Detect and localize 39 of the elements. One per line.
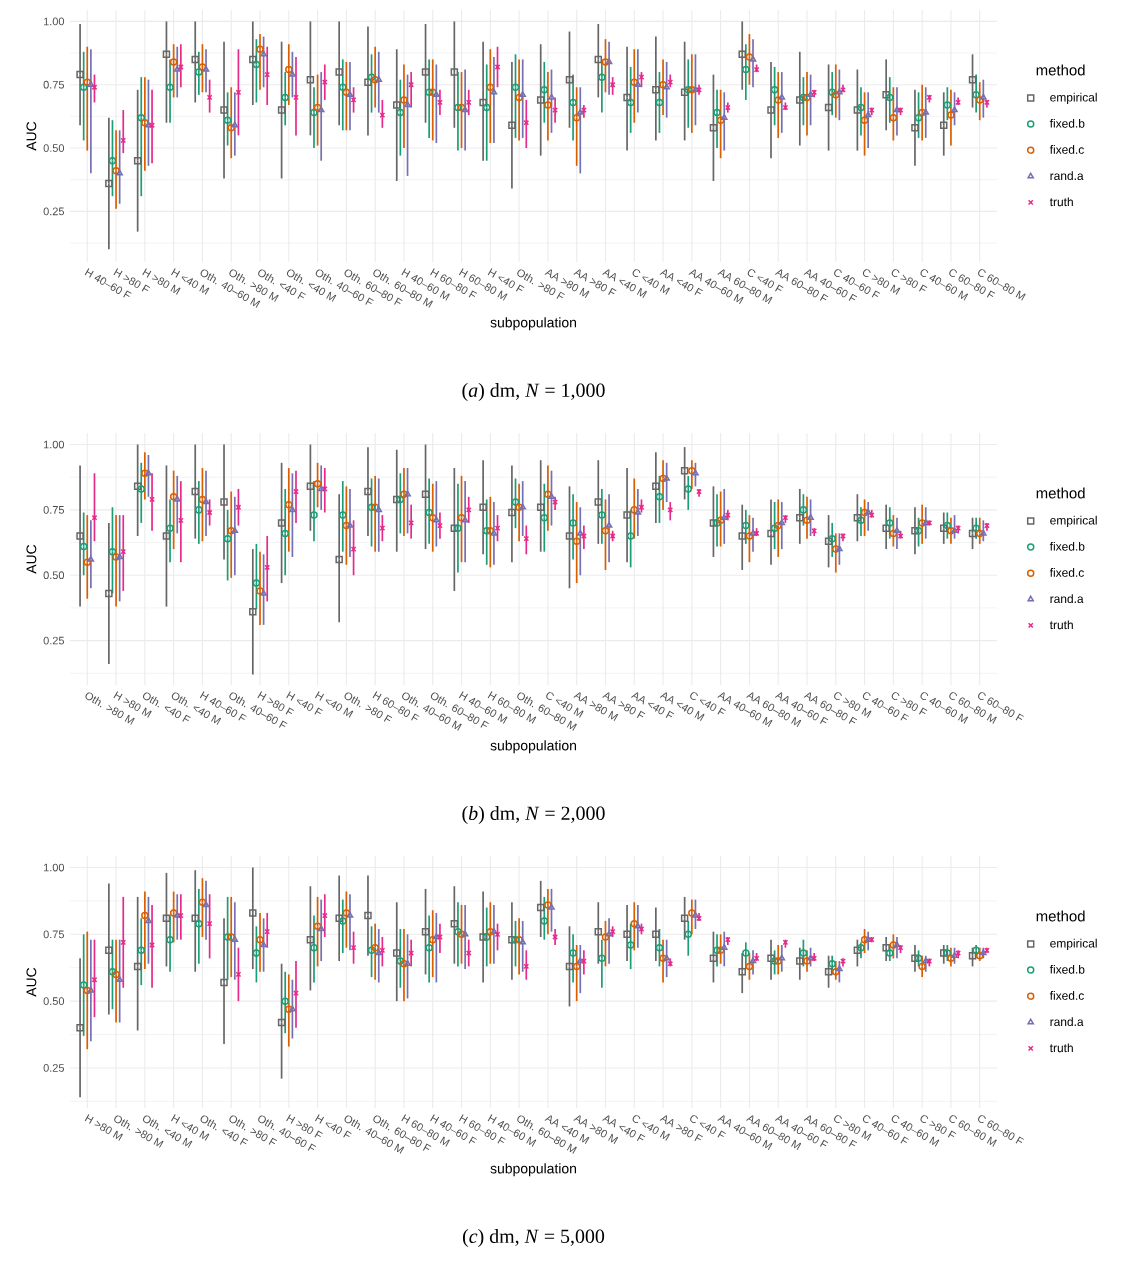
legend-label: empirical	[1050, 515, 1097, 527]
y-tick-label: 0.50	[43, 571, 65, 580]
text: (b) dm, N = 2,000	[462, 806, 605, 825]
legend-title: method	[1036, 64, 1085, 76]
y-tick-label: 0.25	[43, 1064, 65, 1072]
legend-label: rand.a	[1050, 1017, 1084, 1027]
y-tick-label: 1.00	[43, 863, 65, 872]
text: (a) dm, N = 1,000	[462, 383, 605, 402]
legend-label: empirical	[1050, 92, 1097, 104]
y-tick-label: 1.00	[43, 17, 65, 26]
x-axis-title: subpopulation	[490, 317, 577, 331]
y-tick-label: 1.00	[43, 440, 65, 449]
legend-label: fixed.b	[1049, 118, 1085, 128]
legend-label: truth	[1049, 1043, 1073, 1053]
x-axis-title: subpopulation	[490, 740, 577, 754]
y-tick-label: 0.75	[43, 80, 65, 89]
legend-label: fixed.b	[1049, 964, 1085, 974]
legend-label: truth	[1049, 620, 1073, 630]
legend-label: fixed.b	[1049, 541, 1085, 551]
legend-label: empirical	[1050, 938, 1097, 950]
legend-label: rand.a	[1050, 594, 1084, 604]
legend-label: truth	[1049, 197, 1073, 207]
y-tick-label: 0.75	[43, 930, 65, 939]
y-axis-title: AUC	[26, 544, 37, 574]
y-axis-title: AUC	[26, 121, 37, 151]
legend-title: method	[1036, 487, 1085, 499]
y-tick-label: 0.25	[43, 207, 65, 216]
text: (c) dm, N = 5,000	[463, 1229, 605, 1248]
legend-label: fixed.c	[1049, 991, 1084, 1000]
legend-title: method	[1036, 910, 1085, 922]
y-tick-label: 0.50	[43, 144, 65, 152]
legend-label: fixed.c	[1049, 568, 1084, 577]
x-axis-title: subpopulation	[490, 1163, 577, 1177]
y-tick-label: 0.25	[43, 636, 65, 645]
legend-label: fixed.c	[1049, 145, 1084, 154]
legend-label: rand.a	[1050, 171, 1084, 181]
y-tick-label: 0.50	[43, 997, 65, 1006]
y-tick-label: 0.75	[43, 506, 65, 514]
y-axis-title: AUC	[26, 967, 37, 997]
